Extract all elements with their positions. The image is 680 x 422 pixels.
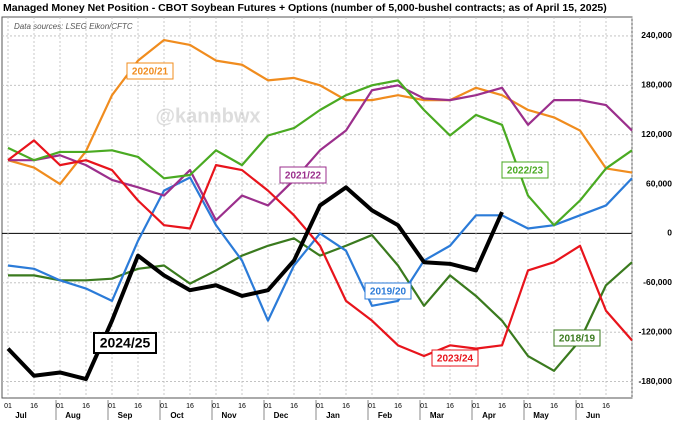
series-label-box [501, 161, 549, 179]
x-tick-label: 01 [524, 403, 532, 410]
chart-title: Managed Money Net Position - CBOT Soybea… [3, 2, 607, 14]
x-tick-label: 16 [498, 403, 506, 410]
series-line [8, 233, 633, 372]
series-label: 2018/19 [559, 334, 596, 345]
x-tick-label: 01 [4, 403, 12, 410]
series-line [8, 84, 633, 222]
x-tick-label: 01 [472, 403, 480, 410]
x-tick-label: 01 [212, 403, 220, 410]
month-label: Sep [118, 411, 133, 420]
x-tick-label: 16 [186, 403, 194, 410]
watermark: @kannbwx [155, 105, 260, 127]
x-tick-label: 01 [420, 403, 428, 410]
x-tick-label: 16 [394, 403, 402, 410]
series-label-box [279, 166, 327, 184]
x-tick-label: 16 [290, 403, 298, 410]
month-label: Nov [221, 411, 237, 420]
series-label: 2023/24 [437, 354, 474, 365]
series-line [7, 79, 633, 227]
x-tick-label: 16 [550, 403, 558, 410]
month-label: Mar [430, 411, 444, 420]
month-label: Apr [482, 411, 496, 420]
month-label: Oct [170, 411, 184, 420]
series-line [7, 176, 633, 322]
month-label: Dec [274, 411, 289, 420]
x-tick-label: 01 [108, 403, 116, 410]
x-tick-label: 16 [134, 403, 142, 410]
x-tick-label: 16 [82, 403, 90, 410]
x-tick-label: 01 [576, 403, 584, 410]
series-label: 2021/22 [285, 171, 322, 182]
subtitle: Data sources: LSEG Eikon/CFTC [14, 22, 133, 31]
x-tick-label: 01 [264, 403, 272, 410]
y-tick-label: 240,000 [641, 30, 672, 40]
month-label: Feb [378, 411, 392, 420]
series-label: 2022/23 [507, 166, 544, 177]
month-label: May [533, 411, 549, 420]
series-label: 2020/21 [132, 67, 169, 78]
month-label: Jul [15, 411, 27, 420]
series-line [7, 38, 633, 186]
series-label: 2024/25 [100, 335, 151, 351]
series-label-box [126, 62, 174, 80]
x-tick-label: 01 [56, 403, 64, 410]
y-tick-label: 120,000 [641, 129, 672, 139]
series-label-box [93, 332, 157, 354]
y-tick-label: -180,000 [638, 376, 672, 386]
y-tick-label: 180,000 [641, 80, 672, 90]
x-tick-label: 16 [238, 403, 246, 410]
y-tick-label: -60,000 [643, 277, 672, 287]
x-tick-label: 01 [160, 403, 168, 410]
series-line [6, 185, 504, 382]
x-tick-label: 01 [316, 403, 324, 410]
month-label: Jan [326, 411, 340, 420]
x-tick-label: 01 [368, 403, 376, 410]
y-tick-label: -120,000 [638, 326, 672, 336]
y-tick-label: 0 [667, 228, 672, 238]
series-label-box [431, 349, 479, 367]
series-label-box [364, 282, 412, 300]
x-tick-label: 16 [446, 403, 454, 410]
month-label: Jun [586, 411, 600, 420]
series-label-box [553, 329, 601, 347]
y-tick-label: 60,000 [646, 178, 672, 188]
series-line [7, 139, 633, 358]
month-label: Aug [65, 411, 81, 420]
x-tick-label: 16 [30, 403, 38, 410]
x-tick-label: 16 [602, 403, 610, 410]
x-tick-label: 16 [342, 403, 350, 410]
series-label: 2019/20 [370, 287, 407, 298]
